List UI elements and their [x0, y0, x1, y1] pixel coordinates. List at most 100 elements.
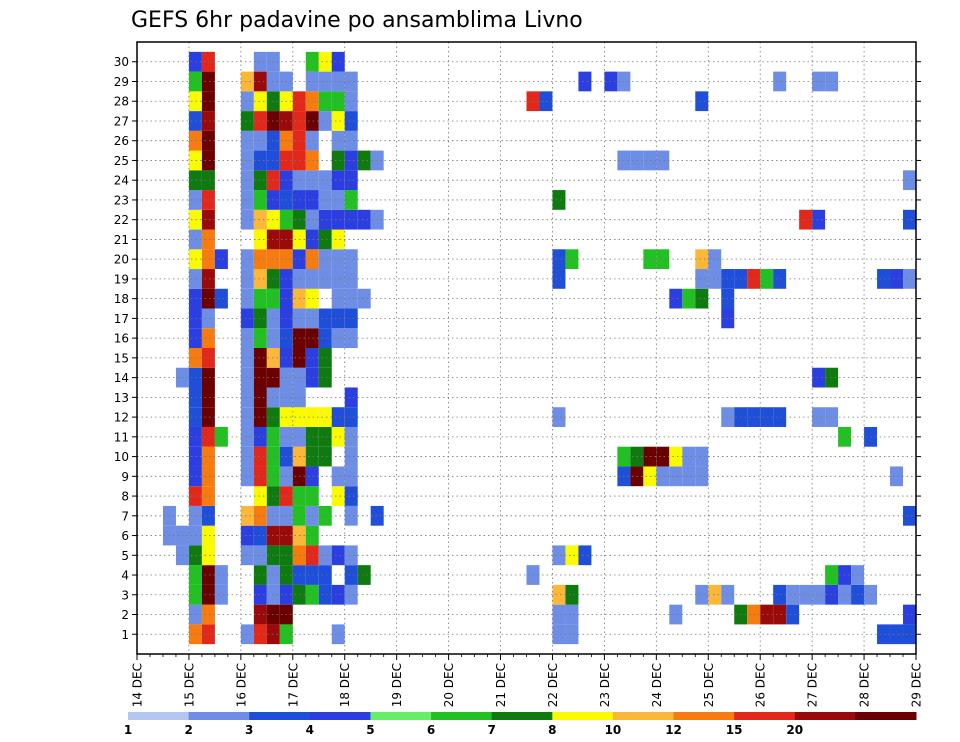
heatmap-cell: [201, 604, 215, 625]
heatmap-cell: [201, 308, 215, 329]
heatmap-cell: [695, 466, 709, 487]
colorbar-swatch: [249, 712, 311, 720]
heatmap-cell: [305, 91, 319, 112]
colorbar-label: 12: [665, 723, 682, 737]
y-tick-label: 5: [121, 549, 129, 563]
heatmap-cell: [357, 288, 371, 309]
x-tick-label: 27 DEC: [806, 663, 820, 707]
heatmap-cell: [240, 288, 254, 309]
heatmap-cell: [253, 486, 267, 506]
heatmap-cell: [305, 584, 319, 605]
heatmap-cell: [188, 387, 202, 408]
colorbar-swatch: [734, 712, 796, 720]
colorbar-swatch: [855, 712, 917, 720]
heatmap-cell: [214, 426, 228, 447]
heatmap-cell: [305, 288, 319, 309]
heatmap-cell: [240, 209, 254, 230]
y-tick-label: 29: [114, 75, 129, 89]
heatmap-cell: [760, 407, 774, 427]
heatmap-cell: [305, 486, 319, 506]
heatmap-cell: [305, 367, 319, 388]
heatmap-cell: [318, 209, 332, 230]
colorbar-swatch: [612, 712, 675, 720]
heatmap-cell: [305, 209, 319, 230]
heatmap-cell: [578, 71, 592, 92]
heatmap-cell: [318, 91, 332, 112]
heatmap-cell: [344, 426, 358, 447]
heatmap-cell: [240, 308, 254, 329]
heatmap-cell: [188, 170, 202, 191]
heatmap-cell: [825, 407, 839, 427]
heatmap-cell: [201, 288, 215, 309]
heatmap-cell: [552, 249, 566, 270]
heatmap-cell: [253, 91, 267, 112]
heatmap-cell: [305, 466, 319, 487]
heatmap-cell: [188, 604, 202, 625]
heatmap-cell: [773, 604, 787, 625]
heatmap-cell: [344, 190, 358, 210]
heatmap-cell: [643, 249, 657, 270]
y-tick-label: 20: [114, 253, 129, 267]
heatmap-cell: [812, 367, 826, 388]
y-tick-label: 6: [121, 529, 129, 543]
heatmap-cell: [305, 407, 319, 427]
heatmap-cell: [799, 209, 813, 230]
heatmap-cell: [331, 269, 345, 289]
heatmap-cell: [344, 584, 358, 605]
colorbar-swatch: [431, 712, 493, 720]
heatmap-cell: [240, 446, 254, 467]
heatmap-cell: [253, 150, 267, 171]
heatmap-cell: [201, 130, 215, 151]
heatmap-cell: [305, 348, 319, 368]
heatmap-cell: [708, 249, 722, 270]
heatmap-cell: [188, 209, 202, 230]
heatmap-cell: [253, 446, 267, 467]
heatmap-cell: [201, 150, 215, 171]
heatmap-cell: [305, 111, 319, 131]
heatmap-cell: [201, 269, 215, 289]
heatmap-cell: [188, 565, 202, 585]
heatmap-cell: [643, 150, 657, 171]
heatmap-cell: [344, 249, 358, 270]
heatmap-cell: [318, 71, 332, 92]
heatmap-cell: [188, 328, 202, 348]
heatmap-cell: [695, 269, 709, 289]
heatmap-cell: [253, 367, 267, 388]
heatmap-cell: [214, 288, 228, 309]
heatmap-cell: [253, 130, 267, 151]
heatmap-cell: [188, 288, 202, 309]
heatmap-cell: [305, 525, 319, 546]
y-tick-label: 11: [114, 430, 129, 444]
heatmap-cell: [331, 150, 345, 171]
y-tick-label: 12: [114, 411, 129, 425]
heatmap-cell: [565, 545, 579, 566]
heatmap-cell: [253, 170, 267, 191]
heatmap-cell: [331, 466, 345, 487]
heatmap-cell: [331, 584, 345, 605]
heatmap-cell: [305, 170, 319, 191]
heatmap-cell: [240, 387, 254, 408]
x-tick-label: 22 DEC: [546, 663, 560, 707]
heatmap-cell: [786, 584, 800, 605]
heatmap-cell: [318, 348, 332, 368]
heatmap-cell: [318, 505, 332, 526]
heatmap-cell: [552, 269, 566, 289]
x-tick-label: 19 DEC: [390, 663, 404, 707]
heatmap-cell: [344, 111, 358, 131]
heatmap-cell: [214, 249, 228, 270]
heatmap-cell: [331, 249, 345, 270]
heatmap-cell: [344, 170, 358, 191]
heatmap-cell: [253, 407, 267, 427]
y-tick-label: 4: [121, 569, 129, 583]
heatmap-cell: [188, 486, 202, 506]
heatmap-cell: [331, 51, 345, 72]
colorbar-label: 2: [184, 723, 192, 737]
heatmap-cell: [344, 209, 358, 230]
colorbar-label: 15: [726, 723, 743, 737]
heatmap-cell: [240, 150, 254, 171]
heatmap-cell: [201, 505, 215, 526]
y-tick-label: 13: [114, 391, 129, 405]
heatmap-cell: [188, 525, 202, 546]
heatmap-cell: [240, 407, 254, 427]
